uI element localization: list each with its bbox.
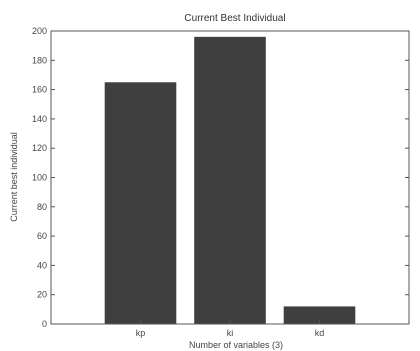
y-tick-label: 40	[37, 260, 47, 270]
y-tick-label: 200	[32, 26, 47, 36]
y-tick-label: 140	[32, 114, 47, 124]
x-axis-ticks: kp ki kd	[136, 320, 325, 338]
bars-group	[104, 36, 356, 325]
chart-title: Current Best Individual	[184, 13, 285, 24]
x-tick-label-ki: ki	[227, 328, 234, 338]
bar-ki	[194, 36, 266, 325]
y-tick-label: 160	[32, 85, 47, 95]
y-tick-label: 20	[37, 290, 47, 300]
y-tick-label: 80	[37, 202, 47, 212]
y-tick-label: 0	[42, 319, 47, 329]
plot-area-frame	[50, 30, 410, 325]
y-tick-label: 60	[37, 231, 47, 241]
x-tick-label-kp: kp	[136, 328, 146, 338]
x-axis-label: Number of variables (3)	[189, 340, 283, 350]
y-tick-label: 180	[32, 55, 47, 65]
y-axis-label: Current best individual	[9, 132, 19, 222]
y-tick-label: 100	[32, 173, 47, 183]
x-tick-label-kd: kd	[315, 328, 325, 338]
y-axis-ticks: 0 20 40 60 80 100 120 140 160 180 200	[32, 26, 409, 329]
y-tick-label: 120	[32, 143, 47, 153]
bar-kp	[104, 82, 177, 325]
bar-kd	[283, 306, 356, 324]
